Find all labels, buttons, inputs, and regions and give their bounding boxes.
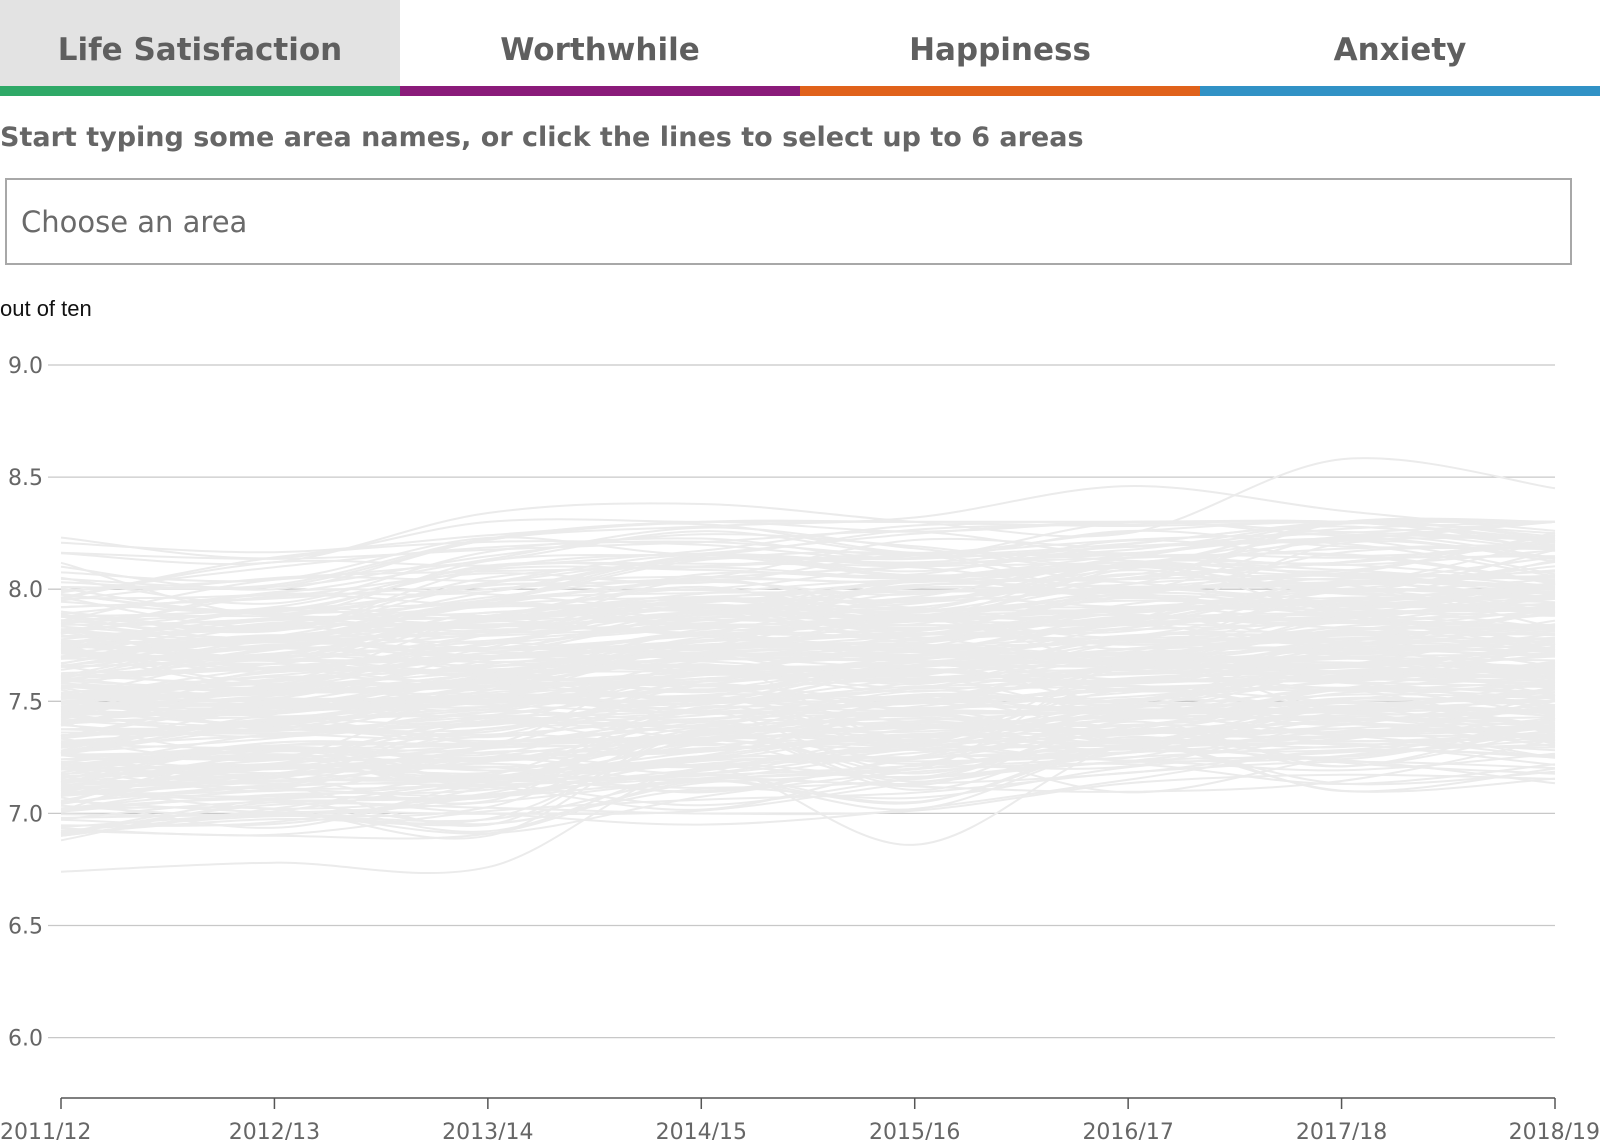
area-line[interactable] bbox=[60, 594, 1556, 673]
area-line[interactable] bbox=[60, 692, 1556, 760]
y-axis-ticks: 6.0 6.5 7.0 7.5 8.0 8.5 9.0 bbox=[8, 354, 43, 1052]
x-tick-label: 2012/13 bbox=[229, 1120, 320, 1140]
area-line[interactable] bbox=[60, 593, 1556, 663]
area-line[interactable] bbox=[60, 582, 1556, 652]
area-line[interactable] bbox=[60, 517, 1556, 600]
area-line[interactable] bbox=[60, 688, 1556, 753]
area-line[interactable] bbox=[60, 687, 1556, 739]
y-tick-label: 7.5 bbox=[8, 690, 43, 715]
y-tick-label: 8.5 bbox=[8, 466, 43, 491]
area-line[interactable] bbox=[60, 680, 1556, 741]
area-line[interactable] bbox=[60, 551, 1556, 609]
area-line[interactable] bbox=[60, 679, 1556, 738]
tab-label: Life Satisfaction bbox=[57, 32, 343, 68]
x-tick-label: 2018/19 bbox=[1509, 1120, 1600, 1140]
area-line[interactable] bbox=[60, 716, 1556, 840]
y-tick-label: 8.0 bbox=[8, 578, 43, 603]
area-line[interactable] bbox=[60, 534, 1556, 629]
area-line[interactable] bbox=[60, 536, 1556, 616]
area-line[interactable] bbox=[60, 564, 1556, 653]
x-tick-label: 2011/12 bbox=[0, 1120, 91, 1140]
area-line[interactable] bbox=[60, 727, 1556, 827]
y-tick-label: 7.0 bbox=[8, 802, 43, 827]
area-line[interactable] bbox=[60, 701, 1556, 763]
instruction-text: Start typing some area names, or click t… bbox=[0, 122, 1084, 153]
area-line[interactable] bbox=[60, 728, 1556, 790]
area-line[interactable] bbox=[60, 563, 1556, 682]
area-line[interactable] bbox=[60, 640, 1556, 733]
x-tick-label: 2017/18 bbox=[1296, 1120, 1387, 1140]
area-line[interactable] bbox=[60, 518, 1556, 594]
area-line[interactable] bbox=[60, 726, 1556, 834]
area-line[interactable] bbox=[60, 611, 1556, 694]
tab-happiness[interactable]: Happiness bbox=[800, 0, 1200, 96]
tab-label: Worthwhile bbox=[500, 32, 700, 68]
area-line[interactable] bbox=[60, 632, 1556, 722]
area-line[interactable] bbox=[60, 664, 1556, 735]
y-tick-label: 6.5 bbox=[8, 915, 43, 940]
area-line[interactable] bbox=[60, 657, 1556, 723]
area-line[interactable] bbox=[60, 760, 1556, 837]
tab-color-bar bbox=[400, 86, 800, 96]
y-tick-label: 9.0 bbox=[8, 354, 43, 379]
area-line[interactable] bbox=[60, 680, 1556, 780]
x-axis: 2011/12 2012/13 2013/14 2014/15 2015/16 2016/… bbox=[0, 1097, 1600, 1140]
area-line[interactable] bbox=[60, 670, 1556, 728]
tab-label: Happiness bbox=[909, 32, 1091, 68]
area-line[interactable] bbox=[60, 641, 1556, 689]
x-tick-label: 2013/14 bbox=[442, 1120, 533, 1140]
tab-color-bar bbox=[0, 86, 400, 96]
area-line[interactable] bbox=[60, 596, 1556, 659]
tab-color-bar bbox=[800, 86, 1200, 96]
tab-color-bar bbox=[1200, 86, 1600, 96]
tab-life-satisfaction[interactable]: Life Satisfaction bbox=[0, 0, 400, 96]
area-line[interactable] bbox=[60, 744, 1556, 832]
tab-anxiety[interactable]: Anxiety bbox=[1200, 0, 1600, 96]
x-tick-label: 2014/15 bbox=[656, 1120, 747, 1140]
y-tick-label: 6.0 bbox=[8, 1027, 43, 1052]
area-line[interactable] bbox=[60, 485, 1556, 591]
area-lines[interactable] bbox=[60, 457, 1556, 875]
area-line[interactable] bbox=[60, 653, 1556, 737]
area-line[interactable] bbox=[60, 559, 1556, 631]
x-tick-label: 2015/16 bbox=[869, 1120, 960, 1140]
area-line[interactable] bbox=[60, 736, 1556, 837]
area-line[interactable] bbox=[60, 539, 1556, 612]
area-line[interactable] bbox=[60, 630, 1556, 708]
area-search-input[interactable] bbox=[5, 178, 1572, 265]
tab-worthwhile[interactable]: Worthwhile bbox=[400, 0, 800, 96]
area-line[interactable] bbox=[60, 520, 1556, 600]
area-line[interactable] bbox=[60, 727, 1556, 793]
y-axis-unit-label: out of ten bbox=[0, 296, 92, 321]
area-line[interactable] bbox=[60, 748, 1556, 826]
area-line[interactable] bbox=[60, 735, 1556, 825]
measure-tabs: Life Satisfaction Worthwhile Happiness A… bbox=[0, 0, 1600, 96]
area-line[interactable] bbox=[60, 608, 1556, 679]
x-tick-label: 2016/17 bbox=[1082, 1120, 1173, 1140]
tab-label: Anxiety bbox=[1333, 32, 1467, 68]
